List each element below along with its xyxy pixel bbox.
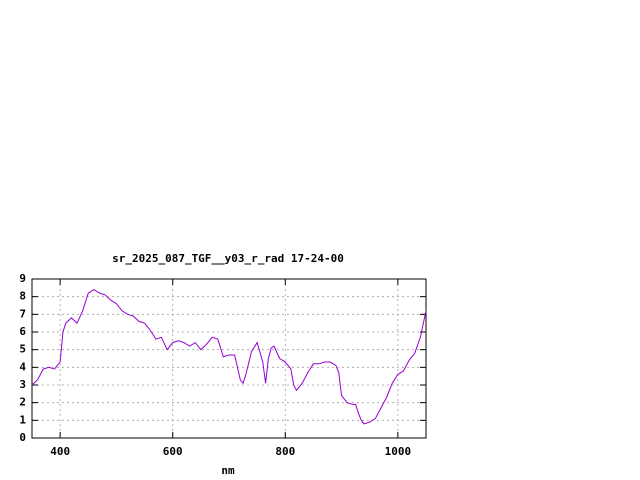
y-tick-label: 0 — [19, 431, 26, 444]
y-tick-label: 9 — [19, 272, 26, 285]
data-line — [31, 289, 427, 425]
x-tick-label: 1000 — [385, 445, 412, 458]
x-axis-label: nm — [221, 464, 235, 477]
x-tick-label: 600 — [163, 445, 183, 458]
y-tick-label: 3 — [19, 378, 26, 391]
y-tick-label: 7 — [19, 307, 26, 320]
x-tick-label: 800 — [275, 445, 295, 458]
y-tick-label: 2 — [19, 396, 26, 409]
y-tick-label: 8 — [19, 290, 26, 303]
chart-title: sr_2025_087_TGF__y03_r_rad 17-24-00 — [112, 252, 344, 265]
x-tick-label: 400 — [50, 445, 70, 458]
plot-border — [31, 278, 427, 439]
y-tick-label: 1 — [19, 413, 26, 426]
y-tick-label: 6 — [19, 325, 26, 338]
y-tick-label: 5 — [19, 343, 26, 356]
y-tick-label: 4 — [19, 360, 26, 373]
